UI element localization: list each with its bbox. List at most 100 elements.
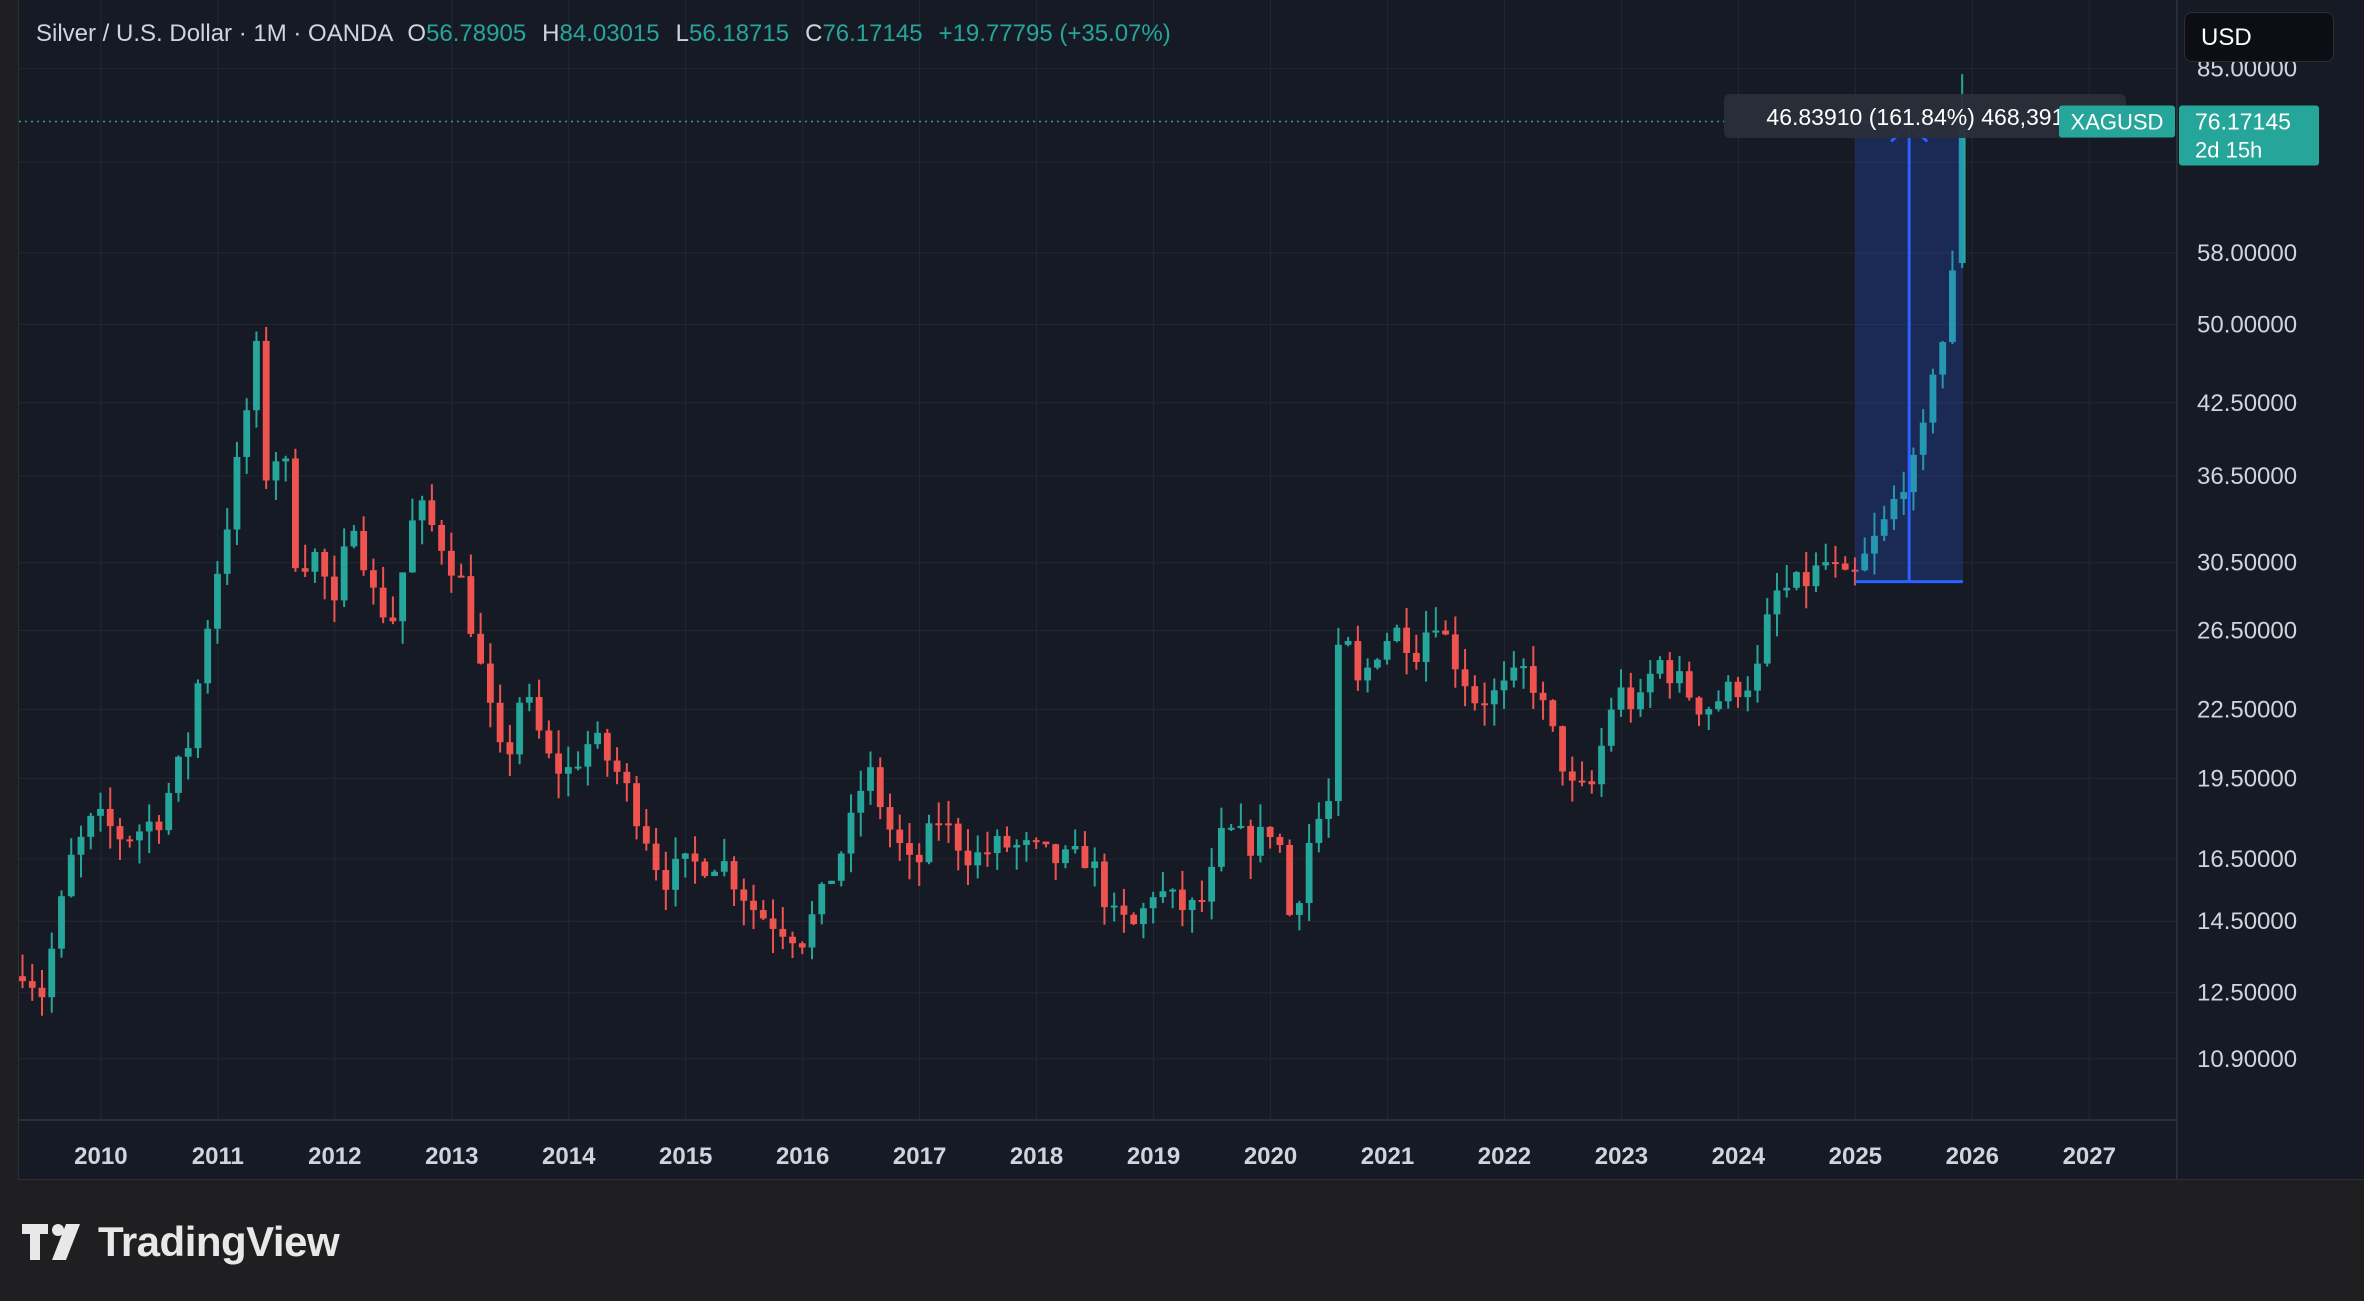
candlestick-chart[interactable]: 46.83910 (161.84%) 468,391.0 85.0000058.… (19, 0, 2364, 1180)
candle-body (58, 896, 65, 949)
candle-body (759, 910, 767, 919)
candle-body (1880, 519, 1888, 536)
candle-body (1666, 660, 1674, 684)
x-tick-label: 2025 (1829, 1143, 1882, 1170)
candle-body (223, 529, 231, 574)
candle-body (106, 808, 114, 827)
candle-body (1003, 835, 1011, 848)
y-tick-label: 22.50000 (2197, 696, 2297, 723)
candle-body (311, 551, 319, 572)
low-label: L (675, 20, 689, 47)
candle-body (165, 792, 173, 831)
candle-body (1052, 844, 1060, 864)
x-tick-label: 2022 (1478, 1143, 1531, 1170)
candle-body (97, 808, 104, 816)
candle-body (496, 702, 504, 743)
candle-body (1578, 780, 1586, 783)
candle-body (1559, 726, 1566, 772)
candle-body (1276, 837, 1284, 845)
candle-body (506, 742, 514, 755)
candle-body (486, 663, 494, 703)
candle-body (1023, 840, 1030, 845)
candle-body (857, 790, 865, 813)
candle-body (1715, 701, 1722, 710)
candle-body (1315, 818, 1323, 843)
chart-frame[interactable]: 46.83910 (161.84%) 468,391.0 85.00000 58.… (18, 0, 2364, 1180)
candle-body (594, 732, 601, 745)
candle-body (1812, 565, 1820, 587)
candle-body (369, 570, 377, 588)
y-tick-label: 19.50000 (2197, 765, 2297, 792)
candle-body (1851, 569, 1859, 572)
candle-body (360, 530, 368, 571)
candle-body (1861, 553, 1869, 571)
candle-body (1754, 663, 1761, 691)
candle-body (399, 572, 407, 622)
candle-body (925, 823, 933, 863)
y-tick-label: 14.50000 (2197, 908, 2297, 935)
candle-body (1042, 841, 1050, 845)
candle-body (87, 815, 95, 837)
candle-body (1188, 900, 1196, 911)
measure-label: 46.83910 (161.84%) 468,391.0 (1724, 94, 2126, 138)
symbol-legend: Silver / U.S. Dollar · 1M · OANDA O 56.7… (36, 20, 1171, 48)
change-value: +19.77795 (+35.07%) (938, 20, 1171, 47)
candle-body (1032, 840, 1040, 843)
candle-body (389, 617, 397, 622)
x-tick-label: 2027 (2063, 1143, 2116, 1170)
candle-body (691, 853, 699, 862)
candle-layer (19, 74, 1966, 1016)
candle-body (1217, 827, 1225, 867)
measure-label-bg (1724, 94, 2126, 138)
candle-body (1227, 827, 1235, 830)
candle-body (1637, 692, 1644, 710)
candle-body (145, 821, 153, 832)
candle-body (1256, 826, 1264, 856)
candle-body (798, 943, 806, 948)
candle-body (1617, 687, 1625, 710)
candle-body (945, 823, 952, 826)
candle-body (1247, 825, 1255, 856)
candle-body (272, 461, 280, 481)
high-label: H (542, 20, 560, 47)
candle-body (808, 914, 816, 948)
x-tick-label: 2026 (1946, 1143, 1999, 1170)
candle-body (1403, 627, 1411, 653)
candle-body (1705, 709, 1713, 715)
x-tick-label: 2024 (1712, 1143, 1766, 1170)
candle-body (915, 854, 923, 863)
candle-body (1481, 703, 1488, 706)
candle-body (1549, 700, 1557, 727)
ticker-tag-text: XAGUSD (2071, 109, 2164, 134)
candle-body (545, 730, 553, 754)
candle-body (1890, 498, 1898, 520)
candle-body (993, 835, 1001, 854)
candle-body (1354, 641, 1362, 681)
currency-button[interactable]: USD (2184, 12, 2334, 62)
x-tick-label: 2010 (74, 1143, 127, 1170)
candle-body (1734, 681, 1742, 698)
candle-body (1325, 801, 1333, 819)
tradingview-logo[interactable]: TradingView (22, 1218, 340, 1266)
candle-body (175, 756, 182, 793)
candle-body (779, 928, 787, 937)
candle-body (1490, 690, 1498, 705)
candle-body (711, 871, 718, 876)
candle-body (243, 410, 251, 457)
candle-body (467, 576, 475, 634)
candle-body (1237, 825, 1245, 828)
x-tick-label: 2016 (776, 1143, 829, 1170)
axes: 85.0000058.0000050.0000042.5000036.50000… (19, 0, 2319, 1180)
last-price-value: 76.17145 (2195, 108, 2291, 134)
candle-body (438, 524, 446, 551)
candle-body (1871, 535, 1878, 554)
y-tick-label: 26.50000 (2197, 617, 2297, 644)
candle-body (38, 987, 46, 998)
candle-body (876, 767, 884, 808)
candle-body (77, 836, 85, 855)
candle-body (584, 744, 592, 767)
candle-body (1422, 632, 1430, 662)
candle-body (1949, 270, 1956, 343)
candle-body (818, 883, 826, 915)
candle-body (350, 530, 358, 547)
